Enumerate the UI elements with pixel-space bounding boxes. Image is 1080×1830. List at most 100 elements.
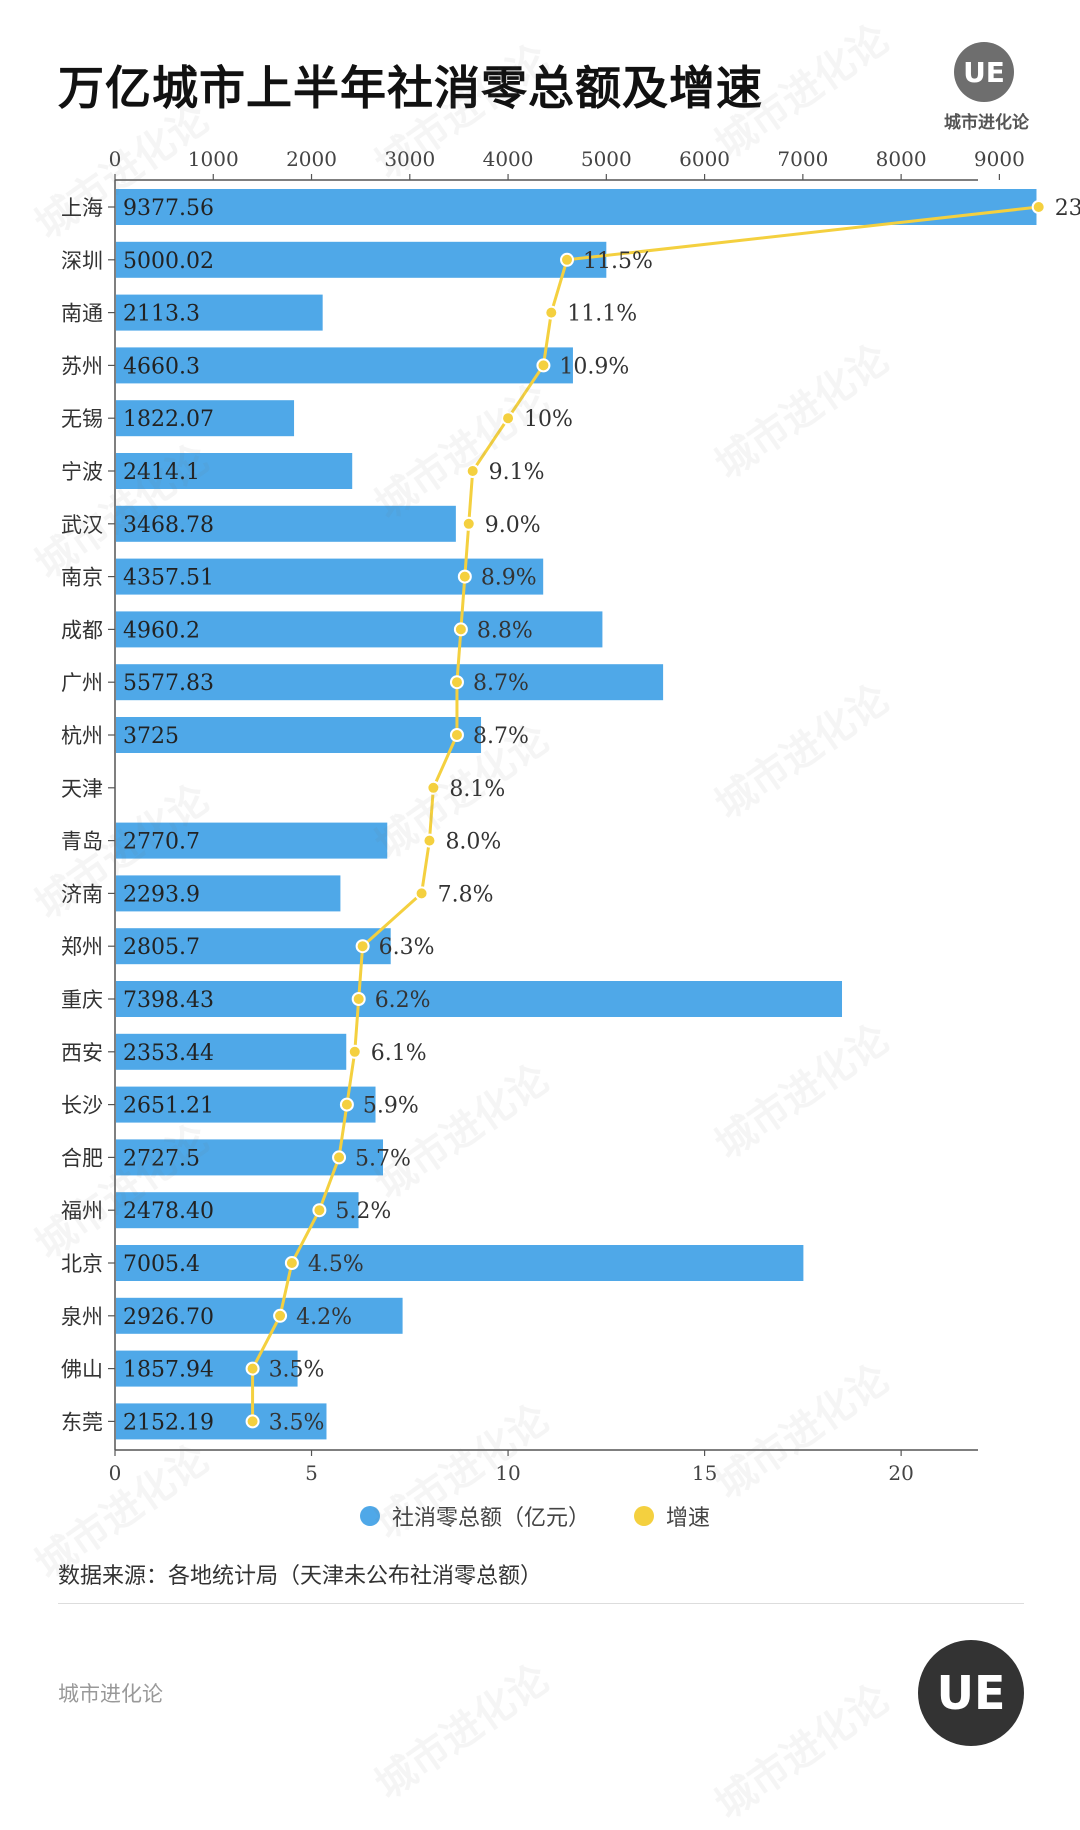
retail-bar (116, 717, 482, 753)
growth-point (544, 305, 559, 320)
growth-value-label: 10% (524, 407, 573, 432)
growth-value-label: 6.1% (371, 1041, 427, 1066)
growth-value-label: 10.9% (559, 354, 629, 379)
legend-dot-blue-icon (360, 1506, 380, 1526)
category-label: 西安 (61, 1041, 103, 1065)
retail-bar-value-label: 4357.51 (123, 566, 214, 591)
growth-point (414, 886, 429, 901)
retail-bar-value-label: 2293.9 (123, 882, 200, 907)
retail-bar-value-label: 3468.78 (123, 513, 214, 538)
category-label: 南通 (61, 302, 103, 326)
retail-bar (116, 400, 295, 437)
category-label: 长沙 (61, 1094, 103, 1118)
retail-bar (116, 1350, 298, 1387)
growth-point (426, 780, 441, 795)
growth-value-label: 23.5% (1055, 196, 1080, 221)
top-axis-tick-label: 0 (109, 147, 122, 171)
top-axis-tick-label: 8000 (876, 147, 927, 171)
brand-logo-top: UE 城市进化论 (944, 42, 1029, 133)
retail-bar (116, 189, 1037, 225)
legend-label-retail: 社消零总额（亿元） (392, 1506, 591, 1531)
retail-bar (116, 1086, 376, 1123)
retail-bar (116, 611, 603, 648)
retail-bar-value-label: 4660.3 (123, 354, 200, 379)
retail-bar-value-label: 2770.7 (123, 830, 200, 855)
growth-value-label: 8.8% (477, 618, 533, 643)
growth-value-label: 6.2% (375, 988, 431, 1013)
top-axis-tick-label: 1000 (188, 147, 239, 171)
growth-value-label: 9.1% (489, 460, 545, 485)
growth-value-label: 5.7% (355, 1146, 411, 1171)
category-label: 宁波 (61, 460, 103, 484)
ue-logo-bottom-icon: UE (918, 1640, 1024, 1746)
growth-point (501, 411, 516, 426)
retail-bar-value-label: 5000.02 (123, 249, 214, 274)
growth-value-label: 8.7% (473, 671, 529, 696)
retail-bar-value-label: 2152.19 (123, 1410, 214, 1435)
top-axis-tick-label: 4000 (483, 147, 534, 171)
retail-bar-value-label: 4960.2 (123, 618, 200, 643)
category-label: 重庆 (61, 988, 103, 1012)
growth-value-label: 9.0% (485, 513, 541, 538)
top-axis-tick-label: 3000 (384, 147, 435, 171)
retail-bar-value-label: 2478.40 (123, 1199, 214, 1224)
category-label: 南京 (61, 566, 103, 590)
retail-bar (116, 981, 843, 1017)
growth-value-label: 4.5% (308, 1252, 364, 1277)
top-axis-tick-label: 2000 (286, 147, 337, 171)
retail-bar-value-label: 2353.44 (123, 1041, 214, 1066)
bar-line-chart: 0 1000 2000 3000 4000 5000 6000 7000 8000 9000 0 5 1… (61, 147, 1080, 1485)
retail-bar (116, 1033, 347, 1070)
growth-point (449, 728, 464, 742)
category-label: 青岛 (61, 830, 103, 854)
category-label: 济南 (61, 882, 103, 906)
growth-value-label: 3.5% (269, 1410, 325, 1435)
bottom-axis-tick-label: 10 (495, 1461, 520, 1485)
footer-divider (58, 1603, 1024, 1604)
retail-bar (116, 1245, 804, 1281)
growth-value-label: 11.1% (567, 302, 637, 327)
retail-bar (116, 453, 353, 489)
growth-value-label: 5.2% (335, 1199, 391, 1224)
growth-point (312, 1203, 327, 1218)
growth-point (339, 1097, 354, 1112)
retail-bar (116, 347, 573, 384)
growth-point (449, 675, 464, 690)
retail-bar-value-label: 1822.07 (123, 407, 214, 432)
retail-bar (116, 241, 607, 278)
growth-value-label: 5.9% (363, 1094, 419, 1119)
category-label: 天津 (61, 777, 103, 801)
category-label: 郑州 (61, 935, 103, 959)
bottom-axis-tick-label: 15 (692, 1461, 717, 1485)
growth-point (457, 569, 472, 584)
bottom-axis-tick-label: 20 (888, 1461, 913, 1485)
retail-bar-value-label: 2113.3 (123, 302, 200, 327)
growth-point (560, 252, 575, 267)
category-label: 成都 (61, 618, 103, 642)
category-label: 北京 (61, 1252, 103, 1276)
category-label: 东莞 (61, 1410, 103, 1434)
growth-point (1031, 200, 1046, 214)
top-axis-tick-label: 9000 (974, 147, 1025, 171)
footer-brand: 城市进化论 (58, 1682, 163, 1706)
growth-line (251, 205, 1039, 1422)
legend-dot-yellow-icon (634, 1506, 655, 1526)
retail-bar (116, 558, 544, 595)
legend-item-growth: 增速 (634, 1500, 710, 1532)
growth-point (245, 1414, 260, 1429)
growth-point (284, 1256, 299, 1270)
growth-point (355, 939, 370, 954)
category-label: 杭州 (61, 724, 103, 748)
growth-value-label: 8.1% (449, 777, 505, 802)
growth-value-label: 11.5% (583, 249, 653, 274)
growth-point (273, 1308, 288, 1323)
top-axis-tick-label: 6000 (679, 147, 730, 171)
retail-bar-value-label: 2926.70 (123, 1305, 214, 1330)
category-label: 上海 (61, 196, 103, 220)
growth-point (351, 992, 366, 1006)
retail-bar (116, 664, 664, 701)
category-label: 合肥 (61, 1146, 103, 1170)
retail-bar (116, 294, 323, 331)
growth-value-label: 6.3% (379, 935, 435, 960)
retail-bar-value-label: 1857.94 (123, 1358, 214, 1383)
